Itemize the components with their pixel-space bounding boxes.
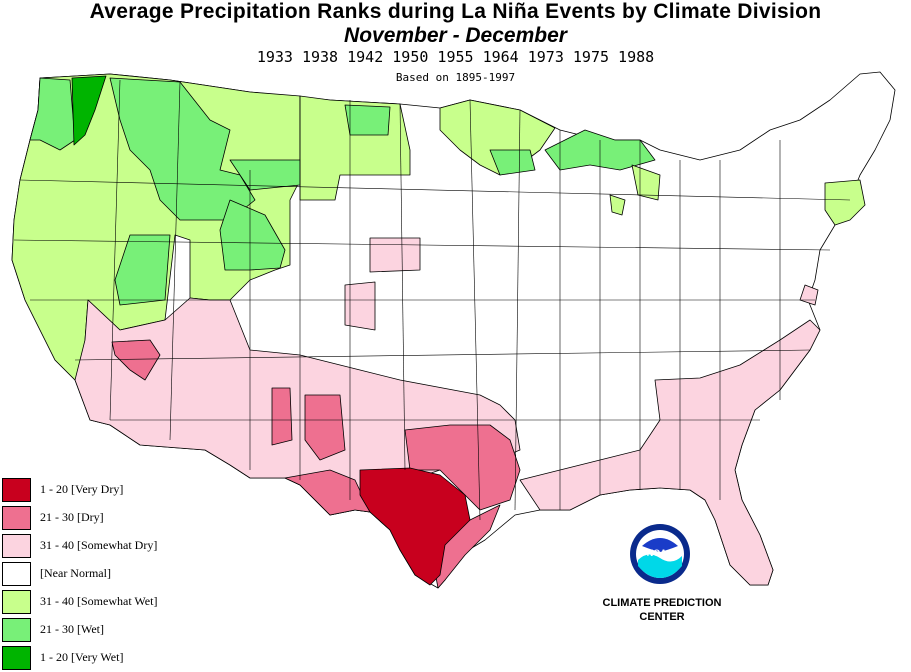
noaa-seal-icon: NOAA (630, 524, 690, 584)
nd-wet (344, 104, 391, 136)
tx-west-dry (284, 469, 371, 516)
credit-line1: CLIMATE PREDICTION (602, 597, 722, 609)
legend-label: 21 - 30 [Dry] (40, 510, 104, 524)
nm-dry (271, 387, 293, 446)
co-somewhat-dry (344, 281, 376, 331)
legend-swatch (2, 506, 31, 530)
wi-somewhat-wet (609, 194, 626, 216)
legend-swatch (2, 646, 31, 670)
credit-line2: CENTER (639, 611, 685, 623)
legend-label: 31 - 40 [Somewhat Dry] (40, 538, 158, 552)
ca-dry (111, 339, 161, 381)
mi-lower-somewhat-wet (631, 164, 661, 201)
legend-label: 31 - 40 [Somewhat Wet] (40, 594, 158, 608)
ks-somewhat-dry (369, 237, 421, 273)
chart-subtitle: November - December (344, 24, 567, 47)
tx-coast-dry (429, 504, 501, 589)
legend-swatch (2, 590, 31, 614)
credit: CLIMATE PREDICTION CENTER (572, 596, 752, 624)
legend-swatch (2, 478, 31, 502)
mn-wet (489, 149, 536, 176)
legend-swatch (2, 618, 31, 642)
wy-wet (229, 159, 301, 191)
legend-label: 1 - 20 [Very Dry] (40, 482, 124, 496)
tx-south-very-dry (359, 467, 471, 586)
nm-dry-2 (304, 394, 346, 461)
legend-swatch (2, 562, 31, 586)
legend-item: 21 - 30 [Dry] (0, 504, 230, 532)
ut-wet (114, 234, 171, 306)
legend-label: 1 - 20 [Very Wet] (40, 650, 124, 664)
se-somewhat-dry (519, 319, 821, 586)
co-wet (219, 199, 286, 271)
noaa-logo-text: NOAA (647, 548, 674, 558)
tx-central-dry (404, 424, 521, 511)
chart-title: Average Precipitation Ranks during La Ni… (89, 0, 822, 23)
wa-wet (29, 77, 76, 151)
legend-item: [Near Normal] (0, 560, 230, 588)
wa-very-wet (71, 75, 107, 146)
legend-item: 31 - 40 [Somewhat Wet] (0, 588, 230, 616)
division-boundaries (13, 79, 851, 521)
legend-label: 21 - 30 [Wet] (40, 622, 105, 636)
base-period: Based on 1895-1997 (395, 71, 516, 84)
legend-swatch (2, 534, 31, 558)
legend-label: [Near Normal] (40, 566, 111, 580)
legend-item: 21 - 30 [Wet] (0, 616, 230, 644)
legend-item: 31 - 40 [Somewhat Dry] (0, 532, 230, 560)
event-years: 1933 1938 1942 1950 1955 1964 1973 1975 … (256, 48, 655, 66)
ne-somewhat-wet (824, 179, 866, 226)
legend-item: 1 - 20 [Very Dry] (0, 476, 230, 504)
legend-item: 1 - 20 [Very Wet] (0, 644, 230, 672)
